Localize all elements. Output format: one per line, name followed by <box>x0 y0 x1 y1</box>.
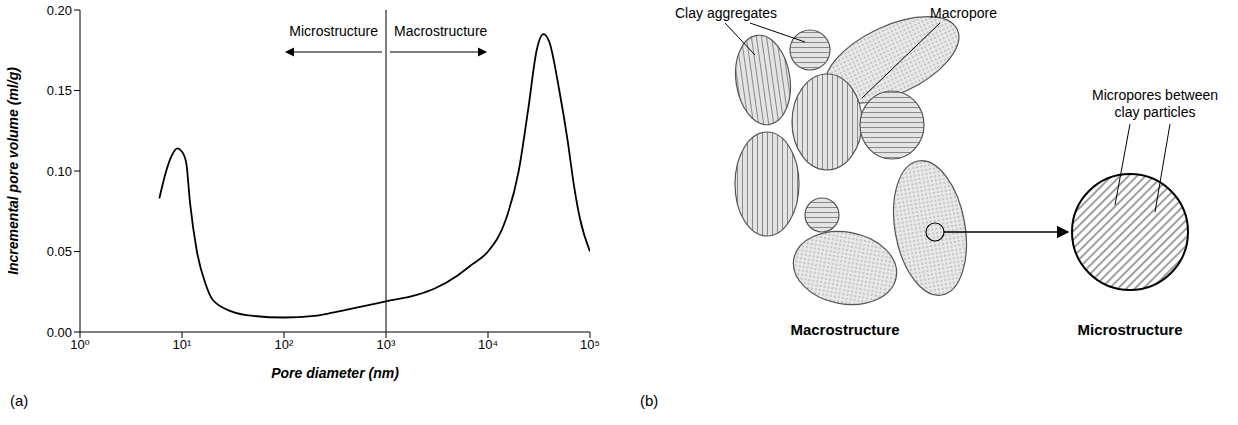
svg-text:0.00: 0.00 <box>47 325 72 340</box>
svg-text:Clay aggregates: Clay aggregates <box>675 5 777 21</box>
svg-text:Microstructure: Microstructure <box>1077 321 1182 338</box>
svg-text:Macrostructure: Macrostructure <box>394 23 488 39</box>
svg-text:10⁵: 10⁵ <box>580 337 600 352</box>
svg-text:Microstructure: Microstructure <box>289 23 378 39</box>
svg-text:0.20: 0.20 <box>47 3 72 18</box>
svg-text:10²: 10² <box>275 337 294 352</box>
svg-text:Macropore: Macropore <box>930 5 997 21</box>
svg-text:10¹: 10¹ <box>173 337 192 352</box>
svg-text:Micropores between: Micropores between <box>1092 87 1218 103</box>
svg-text:Incremental pore volume (ml/g): Incremental pore volume (ml/g) <box>5 67 21 275</box>
svg-text:0.15: 0.15 <box>47 83 72 98</box>
html-text:(a): (a) <box>10 392 29 409</box>
svg-text:Macrostructure: Macrostructure <box>790 321 899 338</box>
svg-text:10⁰: 10⁰ <box>70 337 90 352</box>
svg-text:10⁴: 10⁴ <box>478 337 498 352</box>
html-text:(b): (b) <box>640 392 659 409</box>
svg-text:Pore diameter (nm): Pore diameter (nm) <box>271 365 399 381</box>
svg-text:clay particles: clay particles <box>1115 104 1196 120</box>
svg-text:0.05: 0.05 <box>47 244 72 259</box>
svg-text:0.10: 0.10 <box>47 164 72 179</box>
svg-text:10³: 10³ <box>377 337 396 352</box>
